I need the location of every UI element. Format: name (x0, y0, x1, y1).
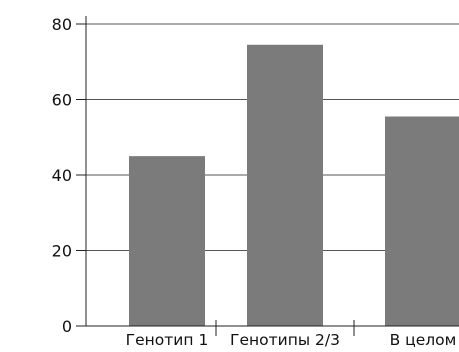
y-tick-label: 20 (52, 242, 72, 261)
axes (76, 16, 459, 336)
bar (247, 44, 323, 326)
y-tick-label: 0 (62, 317, 72, 336)
y-tick-label: 40 (52, 166, 72, 185)
bar (129, 156, 205, 326)
x-category-label: Генотип 1 (126, 331, 209, 347)
y-tick-label: 60 (52, 91, 72, 110)
x-category-label: В целом (390, 331, 457, 347)
bar (385, 116, 459, 326)
x-category-label: Генотипы 2/3 (230, 331, 340, 347)
y-tick-label: 80 (52, 15, 72, 34)
y-tick-labels: 0 20 40 60 80 (52, 15, 72, 336)
x-category-labels: Генотип 1 Генотипы 2/3 В целом (126, 331, 457, 349)
bars (129, 44, 459, 326)
